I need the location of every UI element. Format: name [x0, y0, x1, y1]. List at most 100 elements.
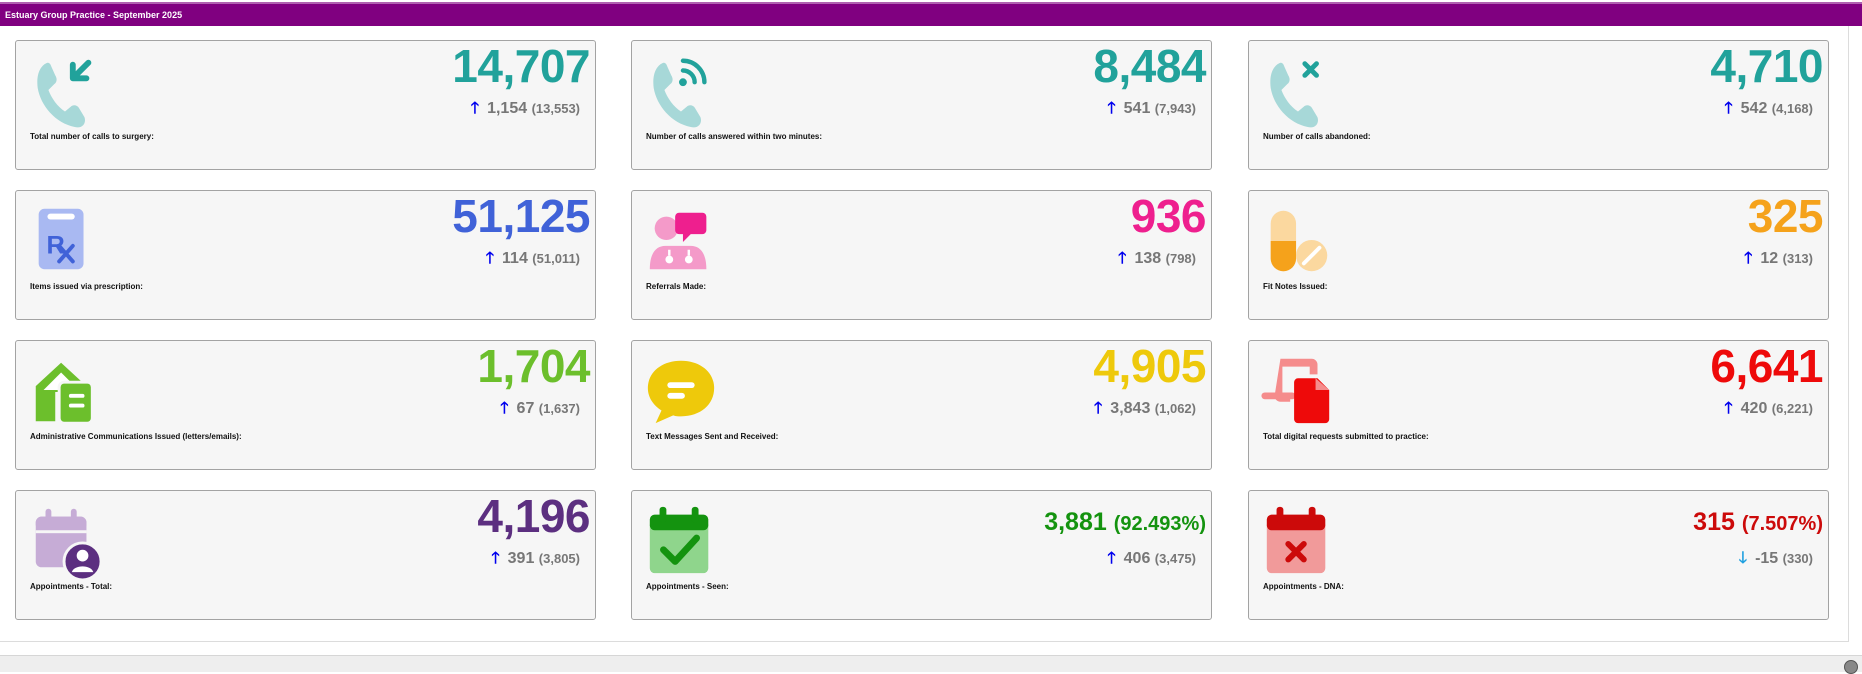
kpi-value-number: 6,641: [1710, 340, 1823, 392]
kpi-change: 🡑 541 (7,943): [1107, 101, 1196, 117]
kpi-value: 4,196: [477, 493, 590, 539]
kpi-change: 🡑 114 (51,011): [486, 251, 580, 267]
arrow-up-icon: 🡑: [1118, 250, 1127, 267]
kpi-change-value: 138: [1134, 250, 1162, 267]
calendar-user-icon: [35, 508, 103, 579]
phone-incoming-icon: [37, 59, 92, 128]
arrow-up-icon: 🡑: [1093, 400, 1103, 417]
kpi-change: 🡑 542 (4,168): [1724, 101, 1813, 117]
arrow-up-icon: 🡑: [1107, 550, 1116, 567]
pills-icon: [1270, 210, 1328, 272]
kpi-change: 🡑 1,154 (13,553): [471, 101, 580, 117]
arrow-up-icon: 🡑: [485, 250, 495, 267]
kpi-value: 14,707: [452, 43, 590, 89]
kpi-value: 3,881 (92.493%): [1044, 510, 1206, 535]
kpi-previous-value: (313): [1782, 251, 1813, 266]
kpi-change-value: 1,154: [487, 100, 528, 117]
kpi-previous-value: (7,943): [1154, 101, 1196, 116]
kpi-card-fit-notes-issued: 325 🡑 12 (313) Fit Notes Issued:: [1248, 190, 1829, 320]
kpi-label: Appointments - Total:: [30, 582, 113, 591]
calendar-check-icon: [649, 506, 709, 574]
kpi-value-number: 325: [1747, 190, 1824, 242]
kpi-value-number: 51,125: [452, 190, 590, 242]
kpi-previous-value: (4,168): [1771, 101, 1813, 116]
kpi-previous-value: (798): [1165, 251, 1196, 266]
kpi-value-number: 4,710: [1710, 40, 1823, 92]
kpi-value: 1,704: [477, 343, 590, 389]
mail-house-icon: [35, 362, 94, 425]
arrow-up-icon: 🡑: [1744, 250, 1753, 267]
kpi-change: 🡑 391 (3,805): [491, 551, 580, 567]
kpi-value: 51,125: [452, 193, 590, 239]
kpi-card-administrative-communications-issued-letters-emails: 1,704 🡑 67 (1,637) Administrative Communi…: [15, 340, 596, 470]
kpi-previous-value: (51,011): [532, 251, 580, 266]
kpi-label: Appointments - DNA:: [1263, 582, 1344, 591]
kpi-value: 936: [1130, 190, 1207, 242]
kpi-previous-value: (3,475): [1154, 551, 1196, 566]
kpi-change: 🡑 3,843 (1,062): [1094, 401, 1196, 417]
kpi-card-appointments-total: 4,196 🡑 391 (3,805) Appointments - Total:: [15, 490, 596, 620]
kpi-change-value: 391: [507, 550, 535, 567]
kpi-change-value: 420: [1740, 400, 1768, 417]
kpi-change: 🡑 406 (3,475): [1107, 551, 1196, 567]
report-header: Estuary Group Practice - September 2025: [0, 2, 1862, 26]
phone-answered-icon: [653, 58, 707, 128]
kpi-value-number: 1,704: [477, 340, 590, 392]
arrow-up-icon: 🡑: [500, 400, 509, 417]
kpi-card-appointments-seen: 3,881 (92.493%) 🡑 406 (3,475) Appointment…: [631, 490, 1212, 620]
kpi-label: Number of calls abandoned:: [1263, 132, 1371, 141]
arrow-up-icon: 🡑: [1724, 400, 1733, 417]
kpi-change-value: -15: [1755, 550, 1779, 567]
kpi-label: Items issued via prescription:: [30, 282, 143, 291]
kpi-value-percent: (7.507%): [1741, 513, 1823, 535]
chat-bubble-icon: [647, 360, 715, 424]
dashboard-frame: [0, 26, 1849, 642]
kpi-card-appointments-dna: 315 (7.507%) 🡓 -15 (330) Appointments - D…: [1248, 490, 1829, 620]
kpi-change-value: 3,843: [1110, 400, 1151, 417]
kpi-label: Number of calls answered within two minu…: [646, 132, 823, 141]
digital-request-icon: [1261, 358, 1330, 424]
kpi-change-value: 12: [1760, 250, 1779, 267]
svg-text:R: R: [46, 232, 64, 260]
kpi-value: 4,905: [1093, 343, 1206, 389]
kpi-card-text-messages-sent-and-received: 4,905 🡑 3,843 (1,062) Text Messages Sent …: [631, 340, 1212, 470]
kpi-change-value: 541: [1123, 100, 1151, 117]
kpi-change-value: 406: [1123, 550, 1151, 567]
kpi-change: 🡑 12 (313): [1744, 251, 1813, 267]
arrow-down-icon: 🡓: [1738, 550, 1748, 567]
kpi-previous-value: (330): [1782, 551, 1813, 566]
kpi-value-number: 315: [1693, 508, 1735, 536]
kpi-card-total-digital-requests-submitted-to-practice: 6,641 🡑 420 (6,221) Total digital request…: [1248, 340, 1829, 470]
arrow-up-icon: 🡑: [1724, 100, 1733, 117]
report-title: Estuary Group Practice - September 2025: [5, 10, 183, 20]
phone-missed-icon: [1270, 61, 1319, 128]
kpi-previous-value: (3,805): [538, 551, 580, 566]
kpi-change: 🡓 -15 (330): [1739, 551, 1813, 567]
kpi-value-number: 4,905: [1093, 340, 1206, 392]
kpi-label: Administrative Communications Issued (le…: [30, 432, 242, 441]
kpi-label: Fit Notes Issued:: [1263, 282, 1328, 291]
kpi-change: 🡑 420 (6,221): [1724, 401, 1813, 417]
kpi-value-number: 8,484: [1093, 40, 1206, 92]
kpi-card-total-number-of-calls-to-surgery: 14,707 🡑 1,154 (13,553) Total number of c…: [15, 40, 596, 170]
kpi-label: Total number of calls to surgery:: [30, 132, 154, 141]
kpi-card-items-issued-via-prescription: R 51,125 🡑 114 (51,011) Items issued via …: [15, 190, 596, 320]
kpi-value: 6,641: [1710, 343, 1823, 389]
kpi-previous-value: (1,062): [1154, 401, 1196, 416]
kpi-value: 4,710: [1710, 43, 1823, 89]
kpi-change-value: 114: [502, 250, 528, 267]
kpi-label: Appointments - Seen:: [646, 582, 729, 591]
kpi-card-number-of-calls-answered-within-two-minutes: 8,484 🡑 541 (7,943) Number of calls answe…: [631, 40, 1212, 170]
prescription-icon: R: [38, 208, 84, 270]
kpi-previous-value: (1,637): [538, 401, 580, 416]
kpi-value: 315 (7.507%): [1693, 510, 1823, 535]
arrow-up-icon: 🡑: [1107, 100, 1116, 117]
kpi-card-number-of-calls-abandoned: 4,710 🡑 542 (4,168) Number of calls aband…: [1248, 40, 1829, 170]
arrow-up-icon: 🡑: [470, 100, 480, 117]
horizontal-scrollbar[interactable]: [0, 655, 1862, 672]
calendar-x-icon: [1266, 506, 1326, 574]
kpi-label: Text Messages Sent and Received:: [646, 432, 779, 441]
kpi-value-percent: (92.493%): [1113, 513, 1206, 535]
kpi-value-number: 936: [1130, 190, 1207, 242]
kpi-value-number: 14,707: [452, 40, 590, 92]
